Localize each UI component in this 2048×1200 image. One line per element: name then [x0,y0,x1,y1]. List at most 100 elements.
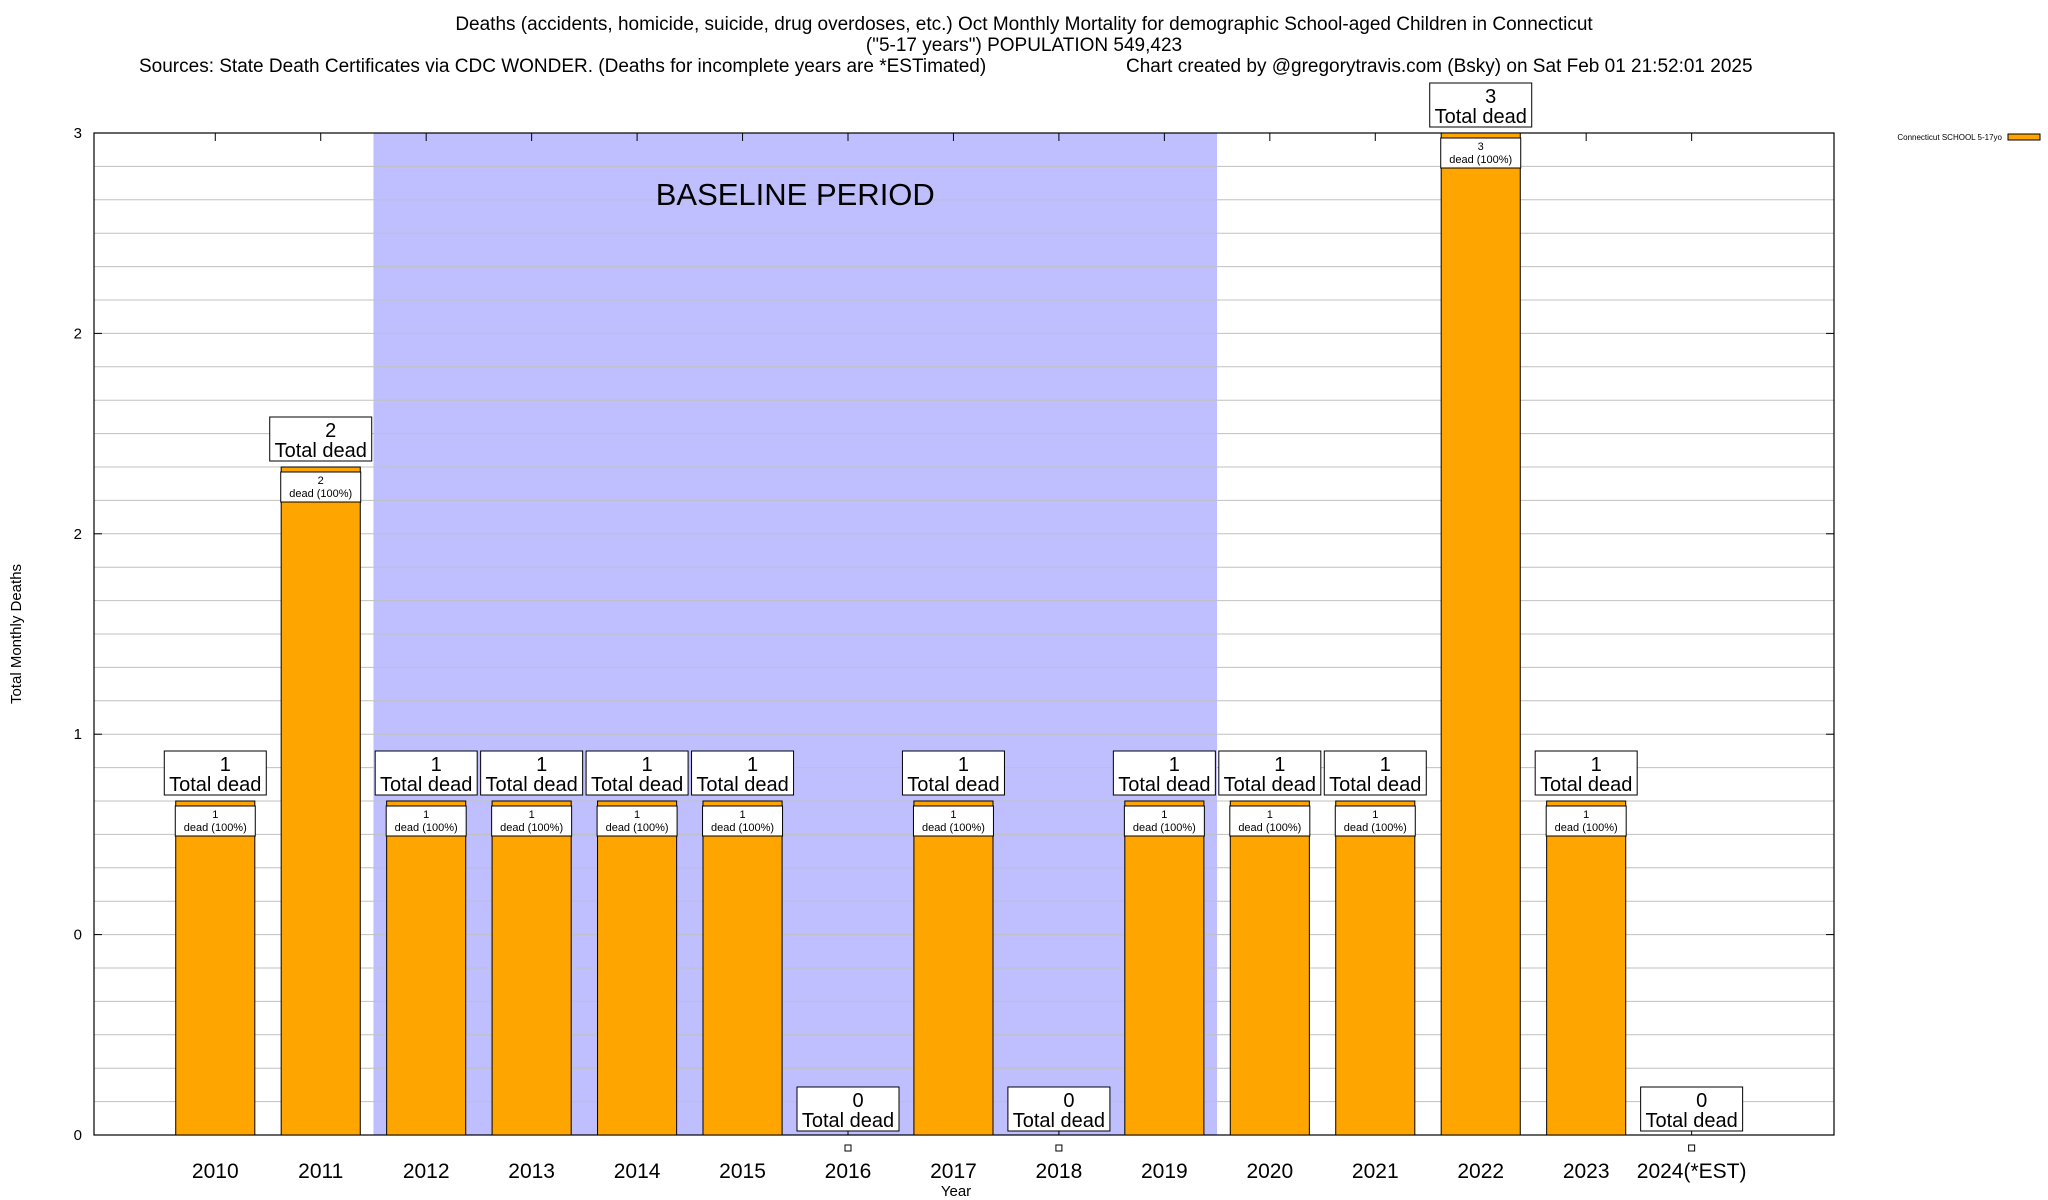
baseline-label: BASELINE PERIOD [656,177,935,212]
segment-label-box [385,805,467,837]
y-tick-label: 0 [74,1127,82,1144]
x-tick-label: 2016 [825,1160,872,1183]
legend-label: Connecticut SCHOOL 5-17yo [1897,133,2002,142]
total-count-label: 1 [642,754,653,776]
total-label-box [1218,750,1322,796]
segment-percent-label: dead (100%) [289,488,352,500]
sources-note: Sources: State Death Certificates via CD… [139,56,987,77]
total-word-label: Total dead [485,774,577,796]
segment-percent-label: dead (100%) [500,822,563,834]
total-count-label: 1 [536,754,547,776]
segment-percent-label: dead (100%) [1133,822,1196,834]
x-tick-label: 2018 [1036,1160,1083,1183]
total-word-label: Total dead [1435,106,1527,128]
total-label-box [1007,1086,1111,1132]
zero-marker [1688,1144,1696,1152]
total-count-label: 1 [220,754,231,776]
x-tick-label: 2015 [719,1160,766,1183]
bar [280,466,361,1136]
total-count-label: 1 [1274,754,1285,776]
total-word-label: Total dead [591,774,683,796]
chart-title: Deaths (accidents, homicide, suicide, dr… [455,14,1593,35]
x-tick-label: 2021 [1352,1160,1399,1183]
x-tick-label: 2022 [1457,1160,1504,1183]
total-word-label: Total dead [1329,774,1421,796]
total-word-label: Total dead [696,774,788,796]
chart-subtitle: ("5-17 years") POPULATION 549,423 [865,35,1183,56]
segment-percent-label: dead (100%) [606,822,669,834]
segment-percent-label: dead (100%) [395,822,458,834]
total-word-label: Total dead [169,774,261,796]
total-count-label: 0 [1063,1090,1074,1112]
total-count-label: 1 [747,754,758,776]
segment-count-label: 1 [212,809,218,821]
y-axis-label: Total Monthly Deaths [8,564,25,704]
segment-label-box [912,805,994,837]
y-tick-label: 3 [74,125,82,142]
total-count-label: 1 [1591,754,1602,776]
total-count-label: 1 [1169,754,1180,776]
segment-count-label: 1 [1267,809,1273,821]
segment-count-label: 1 [634,809,640,821]
y-tick-label: 2 [74,325,82,342]
total-count-label: 0 [852,1090,863,1112]
segment-label-box [1545,805,1627,837]
segment-percent-label: dead (100%) [184,822,247,834]
x-tick-label: 2023 [1563,1160,1610,1183]
bar [597,800,678,1136]
bar [1229,800,1310,1136]
total-label-box [1534,750,1638,796]
total-label-box [269,416,373,462]
segment-count-label: 1 [1372,809,1378,821]
total-label-box [163,750,267,796]
total-label-box [1429,82,1533,128]
total-label-box [901,750,1005,796]
segment-count-label: 2 [318,475,324,487]
bar [913,800,994,1136]
total-label-box [480,750,584,796]
segment-label-box [1123,805,1205,837]
zero-marker [1055,1144,1063,1152]
legend-swatch [2007,133,2041,141]
segment-percent-label: dead (100%) [1555,822,1618,834]
total-count-label: 1 [958,754,969,776]
x-tick-label: 2011 [298,1160,343,1183]
segment-label-box [702,805,784,837]
total-count-label: 0 [1696,1090,1707,1112]
segment-count-label: 1 [1583,809,1589,821]
total-label-box [1323,750,1427,796]
x-tick-label: 2014 [614,1160,661,1183]
segment-count-label: 3 [1478,141,1484,153]
x-tick-label: 2012 [403,1160,450,1183]
segment-count-label: 1 [423,809,429,821]
total-word-label: Total dead [1118,774,1210,796]
segment-count-label: 1 [1161,809,1167,821]
total-word-label: Total dead [1013,1110,1105,1132]
segment-label-box [596,805,678,837]
total-count-label: 3 [1485,86,1496,108]
x-tick-label: 2020 [1246,1160,1293,1183]
total-count-label: 1 [1380,754,1391,776]
bar [1335,800,1416,1136]
x-axis-label: Year [941,1183,971,1200]
segment-count-label: 1 [529,809,535,821]
segment-percent-label: dead (100%) [1344,822,1407,834]
bar [386,800,467,1136]
total-label-box [1112,750,1216,796]
total-label-box [585,750,689,796]
total-count-label: 1 [431,754,442,776]
x-tick-label: 2017 [930,1160,977,1183]
total-count-label: 2 [325,420,336,442]
x-tick-label: 2013 [508,1160,555,1183]
segment-percent-label: dead (100%) [922,822,985,834]
zero-marker [844,1144,852,1152]
x-tick-label: 2019 [1141,1160,1188,1183]
segment-count-label: 1 [739,809,745,821]
segment-label-box [1440,137,1522,169]
segment-percent-label: dead (100%) [711,822,774,834]
bar [491,800,572,1136]
total-word-label: Total dead [1540,774,1632,796]
bar [1546,800,1627,1136]
total-label-box [374,750,478,796]
